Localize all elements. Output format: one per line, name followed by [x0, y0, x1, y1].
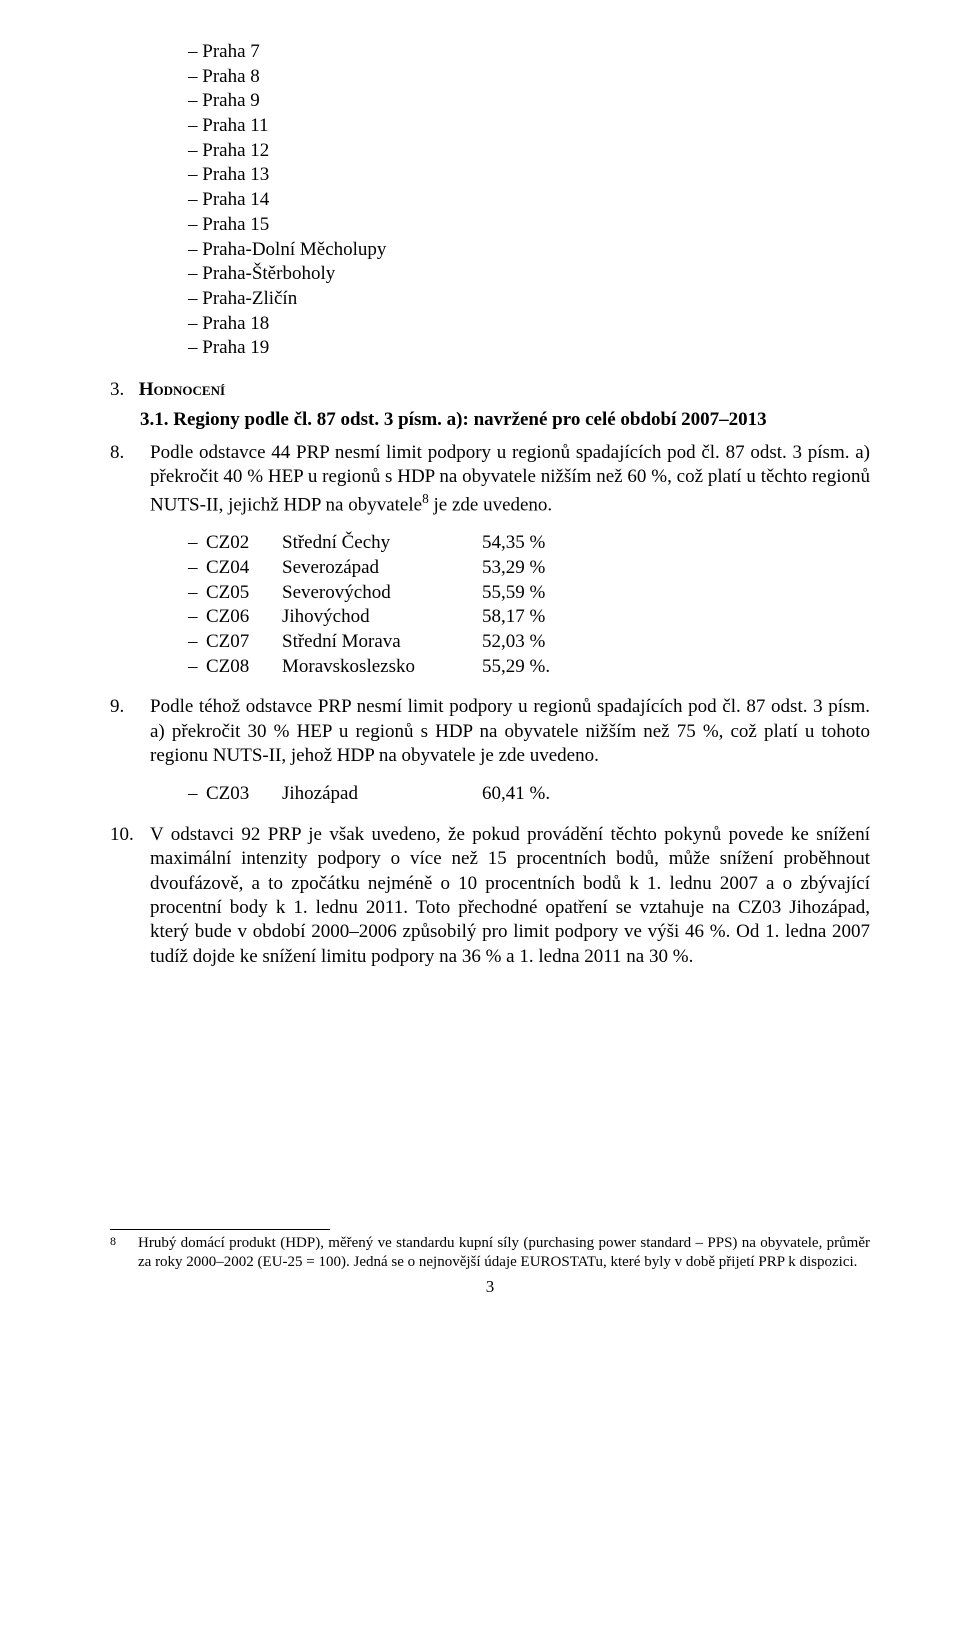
regions-8-list: CZ02 Střední Čechy 54,35 % CZ04 Severozá… — [110, 531, 870, 679]
footnote-8: 8 Hrubý domácí produkt (HDP), měřený ve … — [110, 1234, 870, 1272]
top-dash-list: Praha 7 Praha 8 Praha 9 Praha 11 Praha 1… — [110, 40, 870, 361]
region-row: CZ05 Severovýchod 55,59 % — [188, 581, 870, 606]
section-number: 3. — [110, 379, 134, 401]
region-code: CZ02 — [206, 531, 282, 556]
region-name: Moravskoslezsko — [282, 655, 482, 680]
section-3-heading: 3. Hodnocení — [110, 379, 870, 401]
paragraph-body: Podle téhož odstavce PRP nesmí limit pod… — [150, 695, 870, 768]
list-item: Praha 13 — [188, 163, 870, 188]
footnote-number: 8 — [110, 1234, 138, 1272]
region-row: CZ06 Jihovýchod 58,17 % — [188, 605, 870, 630]
paragraph-body: V odstavci 92 PRP je však uvedeno, že po… — [150, 823, 870, 969]
page-container: Praha 7 Praha 8 Praha 9 Praha 11 Praha 1… — [0, 0, 960, 1634]
region-code: CZ04 — [206, 556, 282, 581]
subsection-number: 3.1. — [140, 409, 169, 430]
page-number: 3 — [110, 1277, 870, 1297]
region-code: CZ07 — [206, 630, 282, 655]
list-item: Praha 7 — [188, 40, 870, 65]
region-row: CZ03 Jihozápad 60,41 %. — [188, 782, 870, 807]
region-name: Jihozápad — [282, 782, 482, 807]
region-name: Severovýchod — [282, 581, 482, 606]
regions-9-list: CZ03 Jihozápad 60,41 %. — [110, 782, 870, 807]
region-code: CZ08 — [206, 655, 282, 680]
region-name: Severozápad — [282, 556, 482, 581]
list-item: Praha 11 — [188, 114, 870, 139]
region-value: 54,35 % — [482, 531, 572, 556]
list-item: Praha 15 — [188, 213, 870, 238]
list-item: Praha 18 — [188, 312, 870, 337]
list-item: Praha 19 — [188, 336, 870, 361]
list-item: Praha-Dolní Měcholupy — [188, 238, 870, 263]
region-value: 55,59 % — [482, 581, 572, 606]
paragraph-8: 8. Podle odstavce 44 PRP nesmí limit pod… — [110, 441, 870, 517]
footnote-text: Hrubý domácí produkt (HDP), měřený ve st… — [138, 1234, 870, 1272]
region-value: 53,29 % — [482, 556, 572, 581]
region-code: CZ05 — [206, 581, 282, 606]
region-value: 60,41 %. — [482, 782, 572, 807]
region-code: CZ06 — [206, 605, 282, 630]
list-item: Praha 9 — [188, 89, 870, 114]
list-item: Praha 12 — [188, 139, 870, 164]
paragraph-number: 9. — [110, 695, 150, 768]
paragraph-9: 9. Podle téhož odstavce PRP nesmí limit … — [110, 695, 870, 768]
paragraph-number: 8. — [110, 441, 150, 517]
section-3-1-heading: 3.1. Regiony podle čl. 87 odst. 3 písm. … — [140, 409, 870, 431]
region-row: CZ08 Moravskoslezsko 55,29 %. — [188, 655, 870, 680]
footnote-ref: 8 — [422, 491, 429, 506]
region-value: 52,03 % — [482, 630, 572, 655]
region-name: Střední Čechy — [282, 531, 482, 556]
region-value: 55,29 %. — [482, 655, 572, 680]
list-item: Praha 14 — [188, 188, 870, 213]
region-value: 58,17 % — [482, 605, 572, 630]
paragraph-body: Podle odstavce 44 PRP nesmí limit podpor… — [150, 441, 870, 517]
paragraph-text-b: je zde uvedeno. — [429, 494, 552, 515]
region-name: Střední Morava — [282, 630, 482, 655]
list-item: Praha-Zličín — [188, 287, 870, 312]
region-row: CZ02 Střední Čechy 54,35 % — [188, 531, 870, 556]
list-item: Praha 8 — [188, 65, 870, 90]
footnote-separator — [110, 1229, 330, 1230]
region-row: CZ07 Střední Morava 52,03 % — [188, 630, 870, 655]
paragraph-number: 10. — [110, 823, 150, 969]
region-row: CZ04 Severozápad 53,29 % — [188, 556, 870, 581]
subsection-label: Regiony podle čl. 87 odst. 3 písm. a): n… — [173, 409, 766, 430]
region-name: Jihovýchod — [282, 605, 482, 630]
list-item: Praha-Štěrboholy — [188, 262, 870, 287]
paragraph-10: 10. V odstavci 92 PRP je však uvedeno, ž… — [110, 823, 870, 969]
section-label: Hodnocení — [139, 379, 225, 400]
region-code: CZ03 — [206, 782, 282, 807]
